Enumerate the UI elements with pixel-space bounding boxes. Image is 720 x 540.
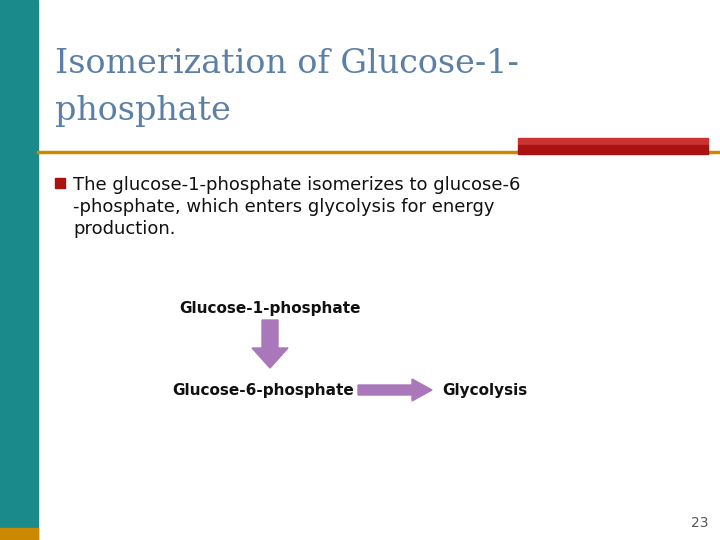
Bar — [0, 0, 38, 540]
Bar — [55, 178, 65, 188]
Bar — [518, 145, 708, 154]
Polygon shape — [252, 320, 288, 368]
Text: production.: production. — [73, 220, 176, 238]
Bar — [0, 528, 38, 540]
Bar — [518, 138, 708, 145]
Text: Glucose-6-phosphate: Glucose-6-phosphate — [172, 382, 354, 397]
Text: 23: 23 — [690, 516, 708, 530]
Text: -phosphate, which enters glycolysis for energy: -phosphate, which enters glycolysis for … — [73, 198, 495, 216]
Text: The glucose-1-phosphate isomerizes to glucose-6: The glucose-1-phosphate isomerizes to gl… — [73, 176, 521, 194]
Text: Glucose-1-phosphate: Glucose-1-phosphate — [179, 300, 361, 315]
Text: Glycolysis: Glycolysis — [442, 382, 527, 397]
Text: Isomerization of Glucose-1-: Isomerization of Glucose-1- — [55, 48, 519, 80]
Text: phosphate: phosphate — [55, 95, 231, 127]
Polygon shape — [358, 379, 432, 401]
